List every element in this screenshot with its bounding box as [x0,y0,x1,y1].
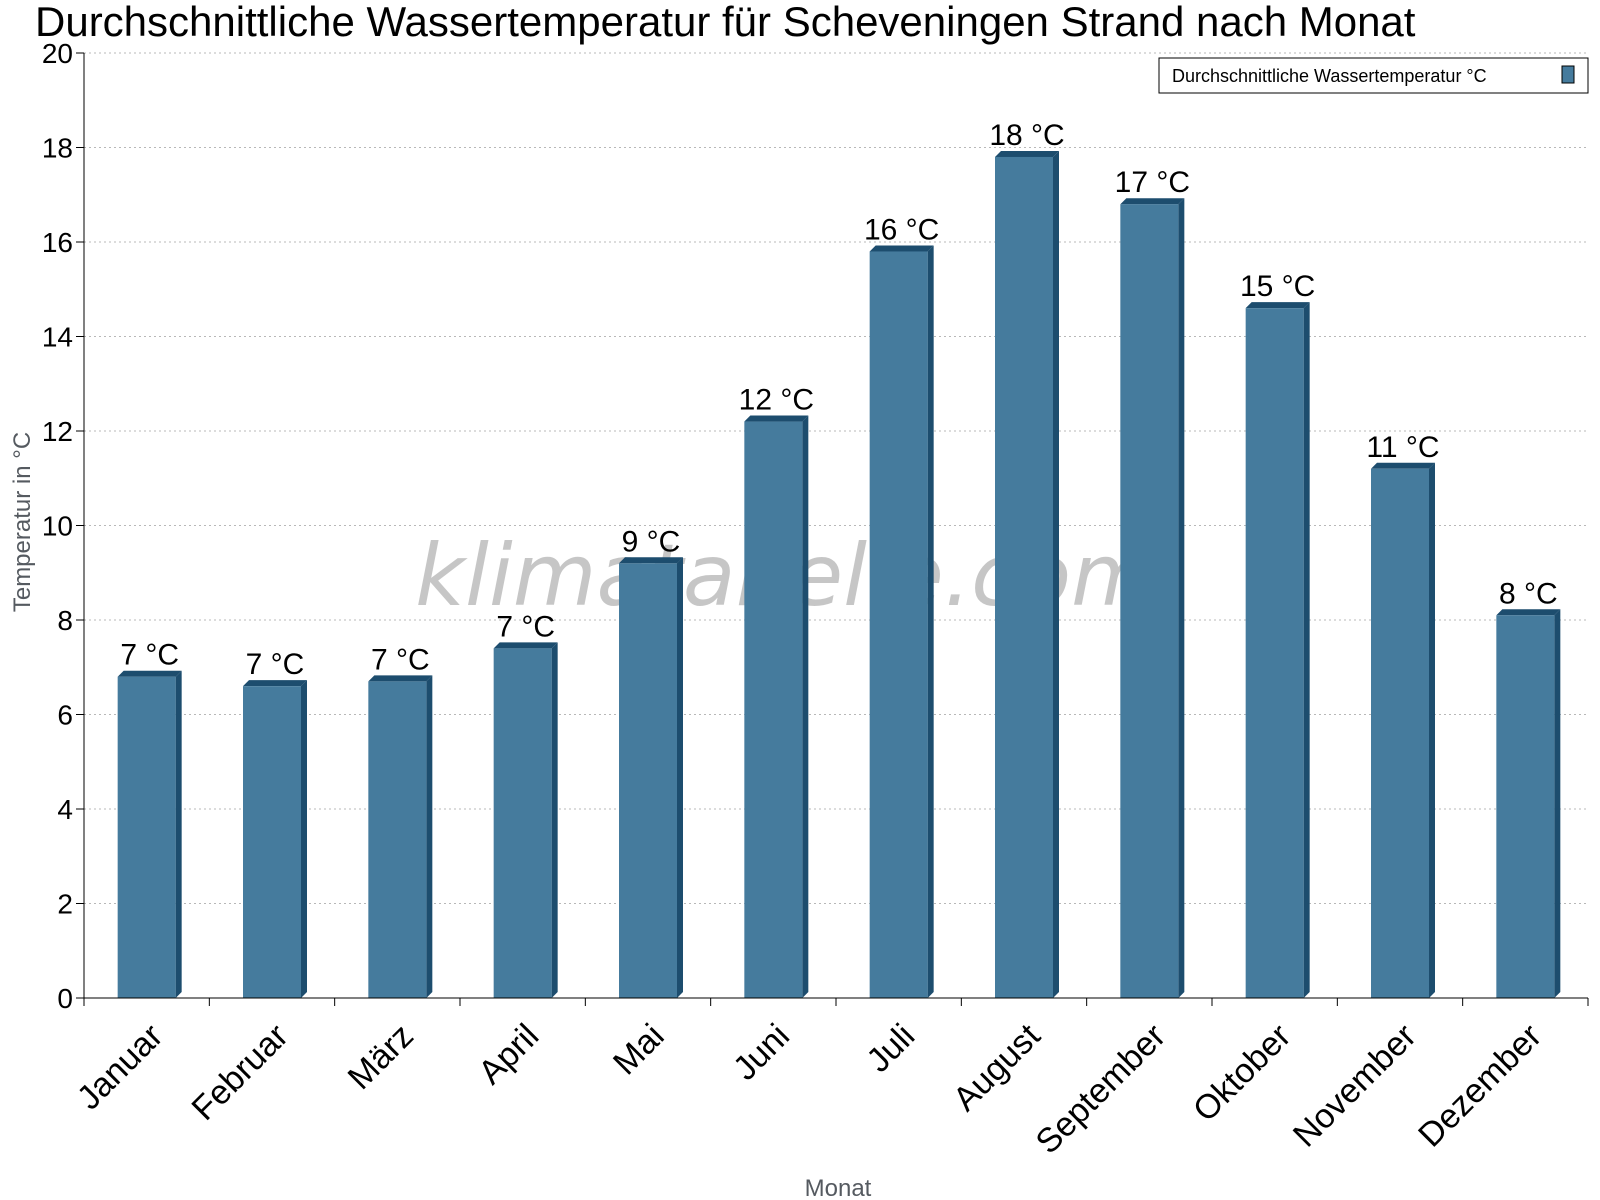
bar-face [1245,308,1304,998]
data-label: 17 °C [1115,166,1190,199]
bar [243,680,307,998]
x-axis-label: Monat [805,1175,872,1200]
bar-top [493,642,558,649]
y-axis-label: Temperatur in °C [9,432,36,612]
bar-top [117,670,182,677]
data-label: 18 °C [989,119,1064,152]
bar [493,642,558,998]
data-label: 7 °C [496,610,555,643]
bar-face [493,648,552,998]
y-tick-label: 2 [57,889,73,920]
x-tick-label: April [471,1017,546,1092]
x-tick-label: Januar [70,1017,170,1117]
bar [744,415,809,998]
bar-top [1245,302,1310,309]
bar-side [677,557,683,998]
x-tick-label: August [946,1016,1048,1118]
bar-face [869,251,928,998]
x-tick-label: Mai [606,1017,672,1083]
legend-label: Durchschnittliche Wassertemperatur °C [1172,66,1487,86]
y-tick-label: 6 [57,700,73,731]
bar-face [1120,204,1179,998]
bar-top [243,680,307,687]
legend: Durchschnittliche Wassertemperatur °C [1158,57,1589,94]
bar-side [1303,302,1310,998]
x-tick-label: Juli [859,1017,922,1080]
bar-face [995,156,1053,998]
bar [869,245,934,998]
x-tick-label: März [341,1017,421,1097]
y-tick-label: 0 [57,983,73,1014]
bar [1496,609,1561,998]
data-labels: 7 °C 7 °C 7 °C 7 °C 9 °C 12 °C 16 °C 18 °C 17 °C… [120,119,1557,681]
y-tick-label: 16 [42,227,73,258]
y-tick-label: 10 [42,511,73,542]
bar-side [175,670,182,998]
x-tick-label: Juni [726,1017,797,1088]
data-label: 7 °C [246,648,305,681]
y-tick-label: 20 [42,38,73,69]
axes [76,52,1589,1006]
bar [619,557,683,998]
bar-top [995,150,1059,157]
bar-side [1053,150,1059,998]
bar-top [1496,609,1561,616]
bar [995,150,1059,998]
bars [117,150,1561,998]
bar-face [117,676,176,998]
x-tick-label: September [1029,1017,1173,1161]
data-label: 15 °C [1240,270,1315,303]
bar-top [368,675,433,682]
y-tick-label: 8 [57,605,73,636]
data-label: 8 °C [1499,577,1558,610]
x-tick-label: Oktober [1186,1017,1298,1129]
bar-face [1371,468,1429,998]
bar [1371,462,1435,998]
bar-side [426,675,433,998]
grid [84,52,1588,904]
bar-top [619,557,683,564]
bar-face [1496,615,1555,998]
chart-title: Durchschnittliche Wassertemperatur für S… [35,0,1416,45]
y-tick-label: 14 [42,322,73,353]
bar-side [551,642,558,998]
legend-swatch [1561,65,1575,84]
bar-side [301,680,307,998]
data-label: 7 °C [371,643,430,676]
x-tick-label: Dezember [1411,1017,1549,1155]
data-label: 12 °C [739,384,814,417]
bar-face [744,421,803,998]
x-tick-label: Februar [185,1017,296,1128]
bar-side [802,415,809,998]
bar-face [243,686,301,998]
bar-face [368,681,427,998]
data-label: 16 °C [864,213,939,246]
bar-top [744,415,809,422]
bar-side [1429,462,1435,998]
bar-top [1371,462,1435,469]
bar [117,670,182,998]
bar-side [1178,198,1185,998]
y-tick-label: 18 [42,133,73,164]
y-tick-label: 4 [57,794,73,825]
bar [1245,302,1310,998]
bar [368,675,433,998]
bar-top [869,245,934,252]
data-label: 7 °C [120,639,179,672]
bar-top [1120,198,1185,205]
y-tick-label: 12 [42,416,73,447]
bar-side [927,245,934,998]
legend-box [1158,57,1589,94]
bar-face [619,563,677,998]
bar [1120,198,1185,998]
x-tick-label: November [1286,1017,1424,1155]
bar-side [1554,609,1561,998]
data-label: 11 °C [1366,431,1439,464]
data-label: 9 °C [622,525,681,558]
